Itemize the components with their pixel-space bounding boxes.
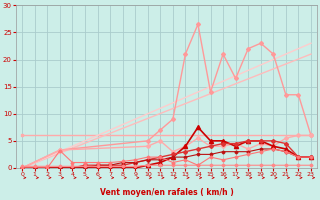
X-axis label: Vent moyen/en rafales ( km/h ): Vent moyen/en rafales ( km/h ) [100,188,234,197]
